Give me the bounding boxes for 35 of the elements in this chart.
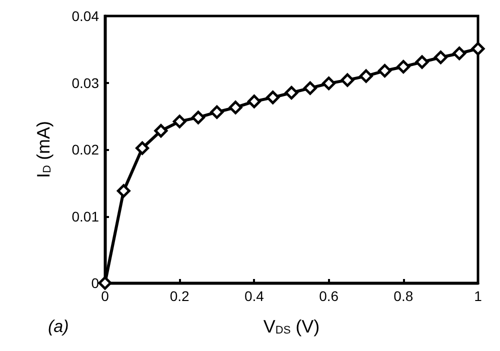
x-tick-label: 0.8 [394,288,414,304]
point [210,105,224,119]
point [396,60,410,74]
point [192,110,205,124]
point [136,141,150,155]
x-tick-label: 0.2 [170,288,190,304]
point [284,86,298,100]
point [378,64,392,78]
x-tick-label: 0.6 [319,288,339,304]
point [340,73,354,87]
point [228,100,242,114]
y-tick-label: 0.04 [72,8,100,24]
point [322,76,336,90]
y-axis-title: ID (mA) [34,121,54,178]
point [359,69,373,83]
x-tick-label: 0 [101,288,110,304]
x-tick-label: 0.4 [244,288,264,304]
point [452,46,466,60]
y-tick-label: 0.02 [72,142,100,158]
point [266,90,280,104]
point [154,124,168,138]
point [116,184,130,198]
x-tick-label: 1 [474,288,482,304]
point [415,55,429,69]
point [172,114,186,128]
point [471,42,485,56]
text: (a) [48,317,69,336]
point [98,276,112,290]
y-tick-label: 0 [91,275,100,291]
point [434,50,448,64]
point [303,81,317,95]
x-axis-title: VDS (V) [263,316,320,336]
point [247,94,261,108]
y-tick-label: 0.03 [72,74,100,91]
y-tick-label: 0.01 [72,208,100,224]
